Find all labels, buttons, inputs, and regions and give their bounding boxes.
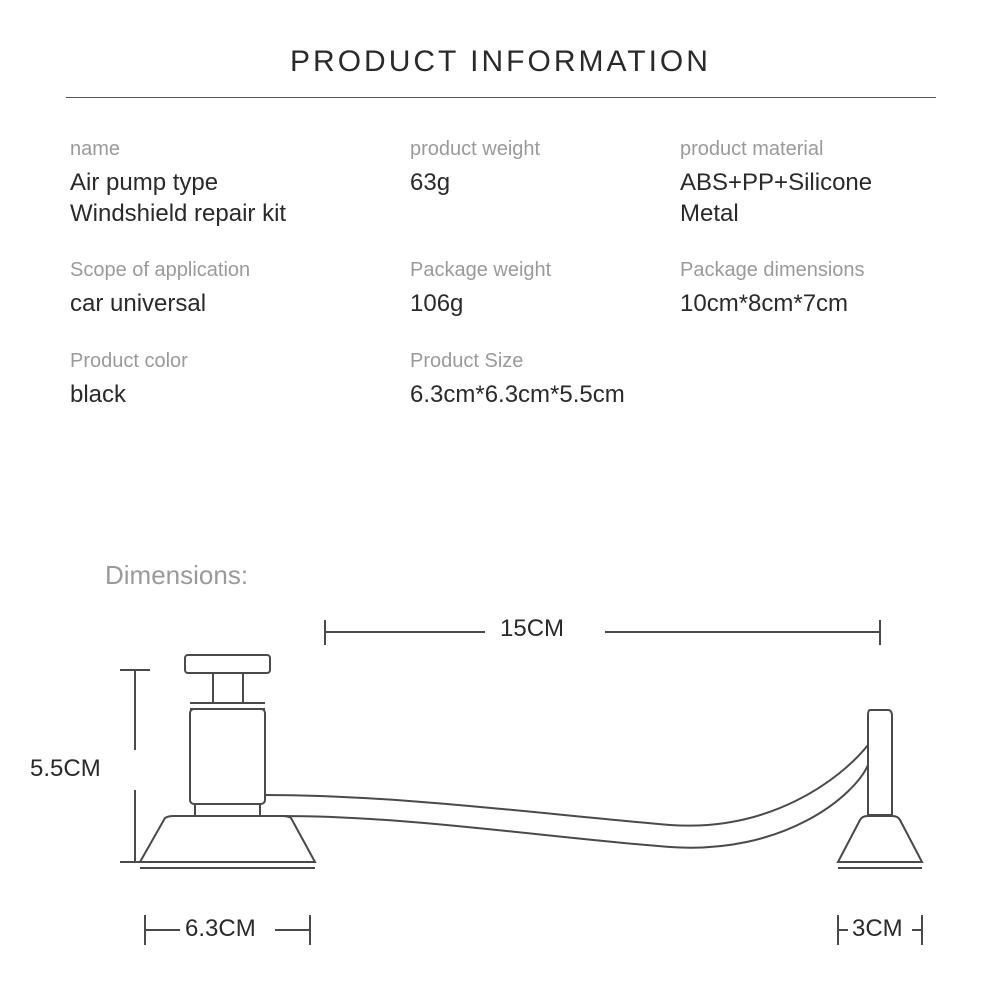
page-title: PRODUCT INFORMATION (0, 0, 1001, 97)
spec-cell: Scope of application car universal (70, 259, 410, 319)
spec-label: Package dimensions (680, 259, 980, 282)
specs-grid: name Air pump typeWindshield repair kit … (0, 138, 1001, 410)
spec-cell: Package dimensions 10cm*8cm*7cm (680, 259, 980, 319)
spec-cell: Package weight 106g (410, 259, 680, 319)
spec-label: product weight (410, 138, 680, 161)
spec-value: car universal (70, 288, 410, 319)
dimension-bottom-right-label: 3CM (852, 915, 903, 943)
spec-label: product material (680, 138, 980, 161)
spec-value: Air pump typeWindshield repair kit (70, 167, 410, 229)
dimensions-heading: Dimensions: (105, 560, 248, 591)
spec-value: 106g (410, 288, 680, 319)
spec-label: Product Size (410, 350, 980, 373)
spec-value: ABS+PP+SiliconeMetal (680, 167, 980, 229)
spec-cell: Product Size 6.3cm*6.3cm*5.5cm (410, 350, 980, 410)
spec-cell: product material ABS+PP+SiliconeMetal (680, 138, 980, 229)
spec-label: Scope of application (70, 259, 410, 282)
spec-value: black (70, 379, 410, 410)
spec-label: Product color (70, 350, 410, 373)
spec-label: Package weight (410, 259, 680, 282)
spec-cell: Product color black (70, 350, 410, 410)
spec-cell: name Air pump typeWindshield repair kit (70, 138, 410, 229)
dimension-bottom-left-label: 6.3CM (185, 915, 256, 943)
spec-label: name (70, 138, 410, 161)
dimension-left-label: 5.5CM (30, 755, 101, 783)
spec-value: 63g (410, 167, 680, 198)
spec-cell: product weight 63g (410, 138, 680, 229)
spec-value: 10cm*8cm*7cm (680, 288, 980, 319)
product-diagram: 15CM 5.5CM 6.3CM 3CM (50, 600, 970, 970)
spec-value: 6.3cm*6.3cm*5.5cm (410, 379, 980, 410)
dimension-top-label: 15CM (500, 615, 564, 643)
divider (66, 97, 936, 98)
